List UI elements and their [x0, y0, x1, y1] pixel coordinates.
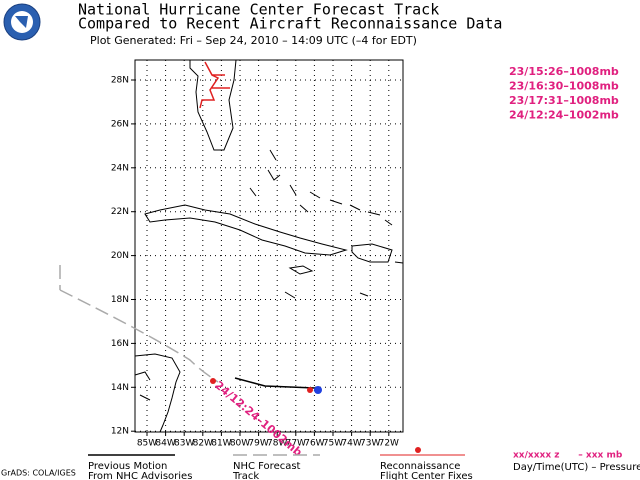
lat-label: 28N: [111, 76, 129, 86]
generated: Plot Generated: Fri – Sep 24, 2010 – 14:…: [90, 34, 417, 47]
lon-label: 76W: [304, 439, 324, 449]
legend-text: From NHC Advisories: [88, 471, 192, 480]
plot-area: 28N26N24N22N20N18N16N14N12N85W84W83W82W8…: [111, 59, 404, 449]
lat-label: 22N: [111, 207, 129, 217]
lon-label: 82W: [193, 439, 213, 449]
lon-label: 77W: [286, 439, 306, 449]
lon-label: 72W: [379, 439, 399, 449]
legend-text: Flight Center Fixes: [380, 471, 473, 480]
lon-label: 78W: [267, 439, 287, 449]
lon-label: 83W: [174, 439, 194, 449]
legend: Previous Motion From NHC Advisories NHC …: [88, 447, 640, 480]
fix-label: 24/12:24–1002mb: [509, 109, 619, 122]
legend-text: NHC Forecast: [233, 461, 301, 472]
lat-label: 20N: [111, 251, 129, 261]
legend-text: Track: [232, 471, 259, 480]
logo: [3, 3, 41, 41]
legend-format: xx/xxxx z – xxx mb: [513, 451, 623, 461]
lon-label: 73W: [360, 439, 380, 449]
credit: GrADS: COLA/IGES: [1, 469, 76, 478]
lon-label: 80W: [230, 439, 250, 449]
legend-text: Previous Motion: [88, 461, 167, 472]
frame: [134, 59, 404, 433]
fix-list: 23/15:26–1008mb 23/16:30–1008mb23/17:31–1…: [509, 65, 619, 122]
lat-label: 14N: [111, 383, 129, 393]
coastlines: [134, 59, 404, 433]
lat-label: 12N: [111, 427, 129, 437]
fix-label: 23/15:26–1008mb: [509, 65, 619, 78]
lon-label: 75W: [323, 439, 343, 449]
lon-label: 84W: [155, 439, 175, 449]
lat-label: 16N: [111, 339, 129, 349]
lat-label: 24N: [111, 163, 129, 173]
legend-caption: Day/Time(UTC) – Pressure: [513, 462, 640, 473]
lat-label: 26N: [111, 119, 129, 129]
tracks: [59, 265, 322, 394]
title: National Hurricane Center Forecast Track: [78, 1, 439, 19]
lat-label: 18N: [111, 295, 129, 305]
lon-label: 79W: [248, 439, 268, 449]
fix-label: 23/17:31–1008mb: [509, 94, 619, 107]
lon-label: 81W: [211, 439, 231, 449]
lon-label: 74W: [341, 439, 361, 449]
lon-label: 85W: [137, 439, 157, 449]
subtitle: Compared to Recent Aircraft Reconnaissan…: [78, 15, 502, 33]
legend-text: Reconnaissance: [380, 461, 460, 472]
fix-label: 23/16:30–1008mb: [509, 80, 619, 93]
